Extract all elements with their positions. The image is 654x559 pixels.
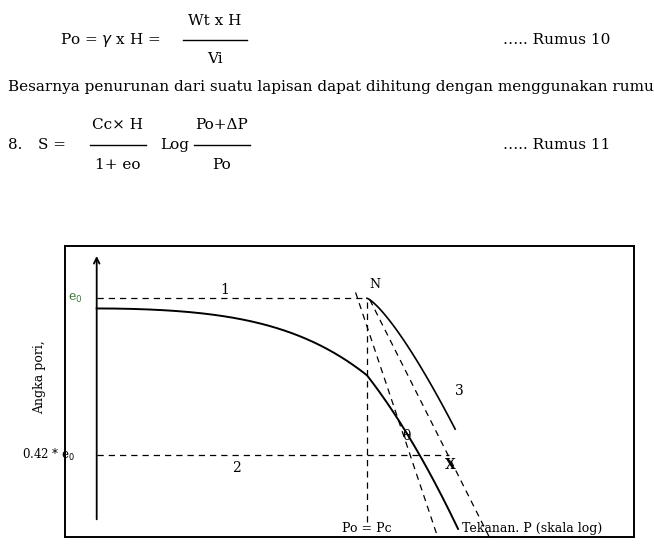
Text: 0.42 * e$_0$: 0.42 * e$_0$ (22, 447, 75, 463)
Text: Vi: Vi (207, 52, 223, 66)
Text: 2: 2 (232, 461, 241, 475)
Text: 8.: 8. (8, 138, 22, 152)
Text: Cc× H: Cc× H (92, 118, 143, 132)
Text: Wt x H: Wt x H (188, 14, 242, 28)
Text: Po = Pc: Po = Pc (342, 522, 392, 535)
Text: X: X (445, 458, 456, 472)
Text: Po: Po (213, 158, 232, 172)
Text: N: N (370, 278, 381, 291)
Text: Angka pori,: Angka pori, (33, 340, 46, 414)
Text: 1+ eo: 1+ eo (95, 158, 141, 172)
Text: e$_0$: e$_0$ (68, 292, 82, 305)
Text: ….. Rumus 11: ….. Rumus 11 (503, 138, 610, 152)
Text: Cc = tgθ: Cc = tgθ (0, 558, 1, 559)
Text: 1: 1 (220, 282, 229, 297)
Text: S =: S = (38, 138, 66, 152)
Text: Po+ΔP: Po+ΔP (196, 118, 249, 132)
Text: Besarnya penurunan dari suatu lapisan dapat dihitung dengan menggunakan rumus :: Besarnya penurunan dari suatu lapisan da… (8, 80, 654, 94)
Text: Po = $\gamma$ x H =: Po = $\gamma$ x H = (60, 31, 162, 49)
Text: ….. Rumus 10: ….. Rumus 10 (503, 33, 610, 47)
Text: Tekanan. P (skala log): Tekanan. P (skala log) (462, 522, 602, 535)
Text: θ: θ (403, 429, 411, 443)
Text: Log: Log (160, 138, 189, 152)
Text: 3: 3 (455, 384, 464, 399)
